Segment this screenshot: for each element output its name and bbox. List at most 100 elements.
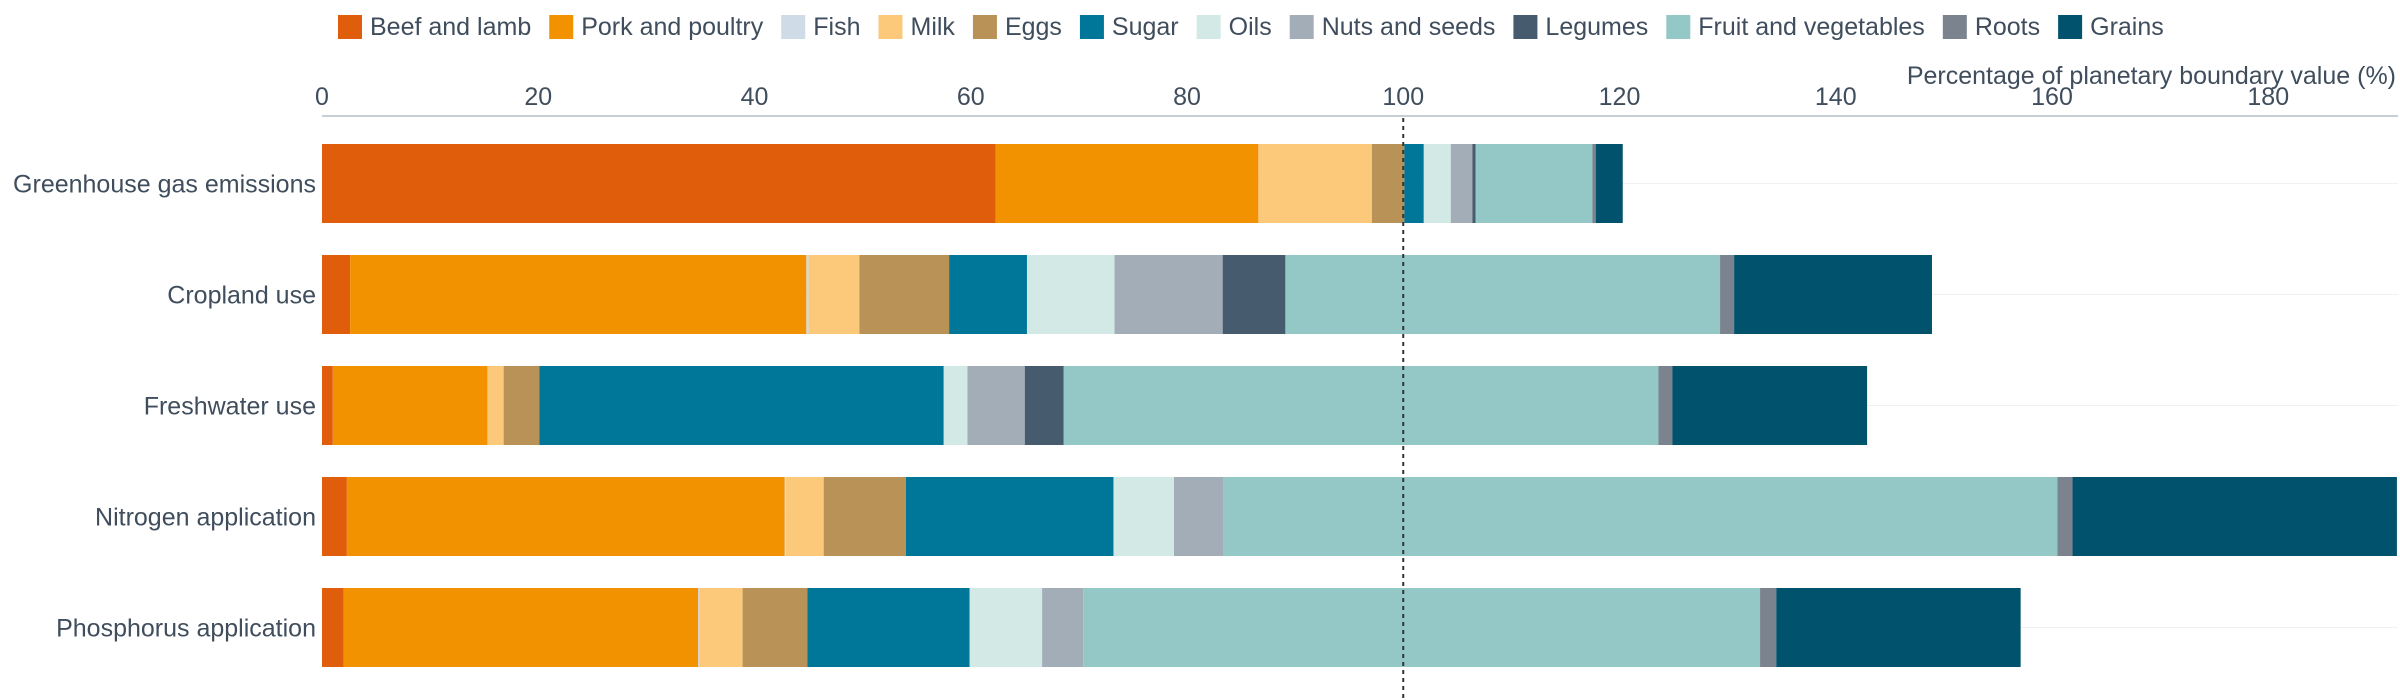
legend-swatch-1 xyxy=(549,15,574,39)
x-axis: 0 20 40 60 80 100 120 140 160 180 xyxy=(315,83,2398,117)
bar-segment-4-3 xyxy=(699,588,743,667)
bar-segment-2-8 xyxy=(1024,366,1064,445)
bar-segment-0-11 xyxy=(1595,144,1623,223)
legend-swatch-11 xyxy=(2058,15,2083,39)
bar-segment-2-9 xyxy=(1063,366,1659,445)
bar-segment-2-1 xyxy=(332,366,488,445)
category-label-4: Phosphorus application xyxy=(56,615,316,643)
legend-swatch-0 xyxy=(338,15,362,39)
bar-segment-3-2 xyxy=(784,477,786,556)
legend-swatch-9 xyxy=(1666,15,1691,39)
bar-segment-1-5 xyxy=(949,255,1027,334)
x-tick-label-9: 180 xyxy=(2247,83,2289,111)
bar-segment-1-6 xyxy=(1026,255,1115,334)
legend-label-8: Legumes xyxy=(1545,13,1648,41)
bar-segment-2-10 xyxy=(1658,366,1673,445)
x-tick-label-1: 20 xyxy=(524,83,552,111)
legend-label-0: Beef and lamb xyxy=(370,13,531,41)
bar-segment-3-1 xyxy=(346,477,785,556)
legend-swatch-2 xyxy=(781,15,806,39)
bar-segment-0-0 xyxy=(322,144,996,223)
bar-segment-3-11 xyxy=(2072,477,2397,556)
bar-segment-1-10 xyxy=(1720,255,1735,334)
bar-segment-3-7 xyxy=(1174,477,1224,556)
legend-label-2: Fish xyxy=(813,13,860,41)
legend-swatch-6 xyxy=(1196,15,1221,39)
bar-segment-0-9 xyxy=(1475,144,1593,223)
category-labels: Greenhouse gas emissions Cropland use Fres… xyxy=(13,171,316,643)
bar-segment-4-5 xyxy=(807,588,970,667)
legend-swatch-5 xyxy=(1079,15,1104,39)
bar-segment-4-0 xyxy=(322,588,344,667)
legend-label-9: Fruit and vegetables xyxy=(1698,13,1925,41)
bar-segment-1-9 xyxy=(1285,255,1721,334)
x-tick-label-0: 0 xyxy=(315,83,329,111)
bar-segment-4-11 xyxy=(1776,588,2021,667)
bar-segment-1-2 xyxy=(806,255,809,334)
legend-label-5: Sugar xyxy=(1112,13,1179,41)
bar-segment-3-4 xyxy=(823,477,906,556)
x-tick-label-3: 60 xyxy=(957,83,985,111)
bar-segment-2-7 xyxy=(967,366,1025,445)
bar-segment-1-7 xyxy=(1114,255,1223,334)
x-axis-title: Percentage of planetary boundary value (… xyxy=(1907,62,2396,90)
x-tick-label-8: 160 xyxy=(2031,83,2073,111)
bar-segment-0-4 xyxy=(1371,144,1405,223)
x-tick-label-5: 100 xyxy=(1382,83,1424,111)
legend-label-3: Milk xyxy=(911,13,956,41)
bar-segment-3-10 xyxy=(2057,477,2073,556)
legend-swatch-8 xyxy=(1513,15,1538,39)
bar-segment-4-1 xyxy=(343,588,699,667)
bar-segment-0-1 xyxy=(995,144,1259,223)
bar-segment-2-11 xyxy=(1672,366,1868,445)
bar-segment-1-11 xyxy=(1734,255,1932,334)
legend-swatch-10 xyxy=(1942,15,1967,39)
bar-segment-4-10 xyxy=(1760,588,1777,667)
legend-swatch-3 xyxy=(878,15,903,39)
legend-label-10: Roots xyxy=(1975,13,2040,41)
bar-segment-3-0 xyxy=(322,477,347,556)
bar-segment-4-7 xyxy=(1042,588,1084,667)
bar-segment-3-5 xyxy=(905,477,1114,556)
legend-swatch-7 xyxy=(1289,15,1314,39)
bar-segment-4-9 xyxy=(1083,588,1761,667)
bar-segment-1-0 xyxy=(322,255,351,334)
category-label-0: Greenhouse gas emissions xyxy=(13,171,316,199)
category-label-1: Cropland use xyxy=(167,282,316,310)
bar-segment-4-2 xyxy=(698,588,700,667)
category-label-3: Nitrogen application xyxy=(95,504,316,532)
x-tick-label-7: 140 xyxy=(1815,83,1857,111)
bar-segment-3-6 xyxy=(1113,477,1175,556)
legend-label-11: Grains xyxy=(2090,13,2164,41)
bar-segment-1-4 xyxy=(859,255,950,334)
bar-segment-2-3 xyxy=(487,366,504,445)
bar-segment-4-6 xyxy=(969,588,1043,667)
bar-segment-0-5 xyxy=(1404,144,1424,223)
legend: Beef and lamb Pork and poultry Fish Milk Egg… xyxy=(338,13,2164,41)
legend-label-6: Oils xyxy=(1229,13,1272,41)
bar-segment-2-4 xyxy=(503,366,540,445)
bar-segment-1-3 xyxy=(808,255,860,334)
bar-segment-2-6 xyxy=(943,366,968,445)
category-label-2: Freshwater use xyxy=(144,393,316,421)
legend-swatch-4 xyxy=(972,15,997,39)
bar-segment-0-10 xyxy=(1592,144,1596,223)
legend-label-7: Nuts and seeds xyxy=(1322,13,1496,41)
bar-segment-3-3 xyxy=(785,477,824,556)
bar-segment-0-3 xyxy=(1258,144,1372,223)
bar-segment-2-5 xyxy=(539,366,944,445)
x-tick-label-2: 40 xyxy=(741,83,769,111)
legend-label-4: Eggs xyxy=(1005,13,1062,41)
bar-segment-3-9 xyxy=(1223,477,2058,556)
bars xyxy=(322,144,2397,667)
bar-segment-0-8 xyxy=(1472,144,1476,223)
x-tick-label-4: 80 xyxy=(1173,83,1201,111)
bar-segment-0-7 xyxy=(1450,144,1473,223)
bar-segment-0-6 xyxy=(1423,144,1451,223)
bar-segment-1-8 xyxy=(1222,255,1286,334)
bar-segment-1-1 xyxy=(350,255,807,334)
bar-segment-4-4 xyxy=(742,588,808,667)
bar-segment-2-0 xyxy=(322,366,333,445)
